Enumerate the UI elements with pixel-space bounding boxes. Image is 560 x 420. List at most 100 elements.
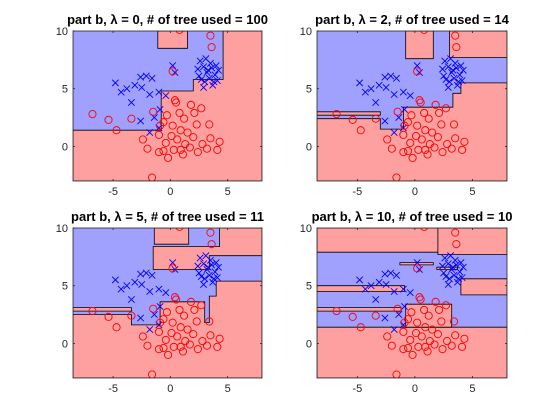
o-marker xyxy=(173,332,182,341)
x-marker xyxy=(406,289,414,297)
x-marker xyxy=(445,78,453,86)
x-marker xyxy=(196,57,204,65)
x-marker xyxy=(111,276,119,284)
x-marker xyxy=(438,65,447,73)
o-marker xyxy=(189,330,198,339)
decision-region-o xyxy=(437,228,507,255)
x-marker xyxy=(456,268,464,276)
x-marker xyxy=(455,78,463,86)
o-marker xyxy=(431,297,440,306)
o-marker xyxy=(154,345,163,354)
x-marker xyxy=(131,278,139,286)
x-marker xyxy=(459,66,467,74)
o-marker xyxy=(433,133,442,142)
o-marker xyxy=(413,318,422,327)
x-marker xyxy=(155,285,163,293)
x-marker xyxy=(367,85,375,93)
o-marker xyxy=(183,128,192,137)
o-marker xyxy=(127,311,136,320)
y-tick-label: 5 xyxy=(306,84,312,96)
x-marker xyxy=(445,275,453,283)
o-marker xyxy=(197,104,206,113)
x-marker xyxy=(441,57,449,65)
o-marker xyxy=(452,240,461,249)
y-tick-label: 10 xyxy=(56,26,68,38)
x-marker xyxy=(146,129,154,137)
x-marker xyxy=(450,271,458,279)
o-marker xyxy=(420,31,428,34)
x-tick-label: 0 xyxy=(167,186,173,198)
o-marker xyxy=(435,305,444,314)
x-marker xyxy=(211,71,219,79)
x-marker xyxy=(137,117,145,125)
o-marker xyxy=(417,332,426,341)
o-marker xyxy=(433,330,442,339)
o-marker xyxy=(421,145,430,154)
y-tick-label: 0 xyxy=(306,141,312,153)
x-marker xyxy=(444,281,452,289)
x-tick-label: 5 xyxy=(469,186,475,198)
o-marker xyxy=(403,146,413,156)
o-marker xyxy=(348,312,357,321)
o-marker xyxy=(156,121,165,130)
o-marker xyxy=(215,137,224,146)
x-tick-label: -5 xyxy=(108,186,118,198)
x-tick-label: 0 xyxy=(412,383,418,395)
x-marker xyxy=(444,63,452,71)
o-marker xyxy=(406,138,415,147)
o-marker xyxy=(437,120,446,129)
x-tick-label: -5 xyxy=(352,186,362,198)
plot-area xyxy=(317,228,507,378)
o-marker xyxy=(392,173,401,181)
x-marker xyxy=(127,296,135,304)
o-marker xyxy=(393,304,402,313)
x-marker xyxy=(146,90,154,98)
x-marker xyxy=(442,272,450,280)
x-marker xyxy=(127,99,135,107)
x-marker xyxy=(212,259,220,267)
subplot-title: part b, λ = 0, # of tree used = 100 xyxy=(67,12,268,27)
o-marker xyxy=(138,135,147,144)
o-marker xyxy=(449,120,459,129)
x-marker xyxy=(400,302,409,310)
o-marker xyxy=(438,148,447,157)
x-marker xyxy=(392,74,400,82)
o-marker xyxy=(383,332,392,341)
o-marker xyxy=(407,308,416,317)
plot-area xyxy=(317,31,507,181)
y-tick-label: 0 xyxy=(62,338,68,350)
o-marker xyxy=(408,153,417,162)
plot-area xyxy=(73,31,262,181)
x-marker xyxy=(381,270,389,278)
x-marker xyxy=(382,84,390,92)
decision-region-o xyxy=(405,303,453,328)
x-marker xyxy=(137,73,145,81)
o-marker xyxy=(143,341,152,350)
o-marker xyxy=(441,301,451,310)
o-marker xyxy=(154,148,163,157)
o-marker xyxy=(441,104,451,113)
o-marker xyxy=(143,144,152,153)
o-marker xyxy=(161,138,170,147)
x-marker xyxy=(367,282,375,290)
o-marker xyxy=(415,96,424,105)
x-marker xyxy=(131,81,139,89)
x-marker xyxy=(356,79,364,87)
o-marker xyxy=(127,114,136,123)
o-marker xyxy=(147,173,157,181)
x-marker xyxy=(197,272,205,280)
decision-region-o xyxy=(317,326,507,378)
o-marker xyxy=(437,317,446,326)
o-marker xyxy=(348,115,357,124)
y-tick-label: 0 xyxy=(306,338,312,350)
o-marker xyxy=(205,120,214,129)
o-marker xyxy=(206,228,215,237)
y-tick-label: 5 xyxy=(306,281,312,293)
x-marker xyxy=(195,269,203,277)
decision-region-o xyxy=(153,228,190,245)
decision-region-o xyxy=(317,285,405,292)
y-tick-label: 0 xyxy=(62,141,68,153)
x-marker xyxy=(438,262,447,270)
o-marker xyxy=(202,144,212,153)
